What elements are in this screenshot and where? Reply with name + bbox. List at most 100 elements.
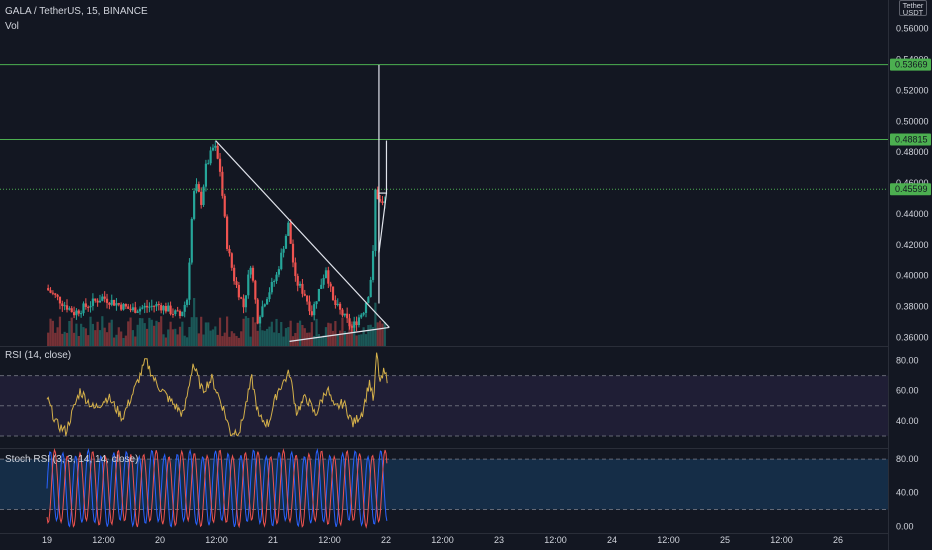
candle-body: [348, 318, 351, 327]
volume-bar: [54, 332, 57, 346]
volume-bar: [242, 318, 245, 346]
candle-body: [336, 303, 339, 306]
candle-body: [80, 313, 83, 315]
volume-bar: [103, 327, 106, 346]
volume-bar: [204, 322, 208, 346]
candle-body: [153, 305, 156, 307]
candle-body: [136, 311, 139, 313]
candle-body: [84, 303, 87, 307]
stoch-tick-label: 40.00: [896, 488, 919, 498]
volume-bar: [70, 317, 73, 346]
candle-body: [218, 158, 222, 172]
stoch-rsi-legend: Stoch RSI (3, 3, 14, 14, close): [5, 454, 139, 465]
volume-bar: [127, 321, 130, 346]
candle-body: [263, 304, 266, 307]
rsi-tick-label: 60.00: [896, 386, 919, 396]
candle-body: [357, 317, 361, 326]
candle-body: [117, 303, 120, 305]
candle-body: [70, 308, 73, 313]
volume-bar: [87, 335, 90, 346]
candle-body: [200, 191, 203, 205]
volume-bar: [164, 337, 167, 346]
time-tick-label: 12:00: [431, 535, 454, 545]
candle-body: [160, 305, 163, 311]
volume-bar: [171, 329, 175, 346]
candle-body: [240, 297, 243, 299]
candle-body: [183, 304, 186, 312]
volume-bar: [58, 316, 62, 346]
volume-bar: [346, 333, 349, 346]
candle-body: [124, 303, 127, 307]
volume-bar: [338, 330, 342, 346]
volume-bar: [153, 325, 156, 346]
volume-bar: [65, 332, 69, 346]
volume-bar: [237, 337, 240, 346]
candle-body: [68, 308, 71, 310]
time-tick-label: 12:00: [657, 535, 680, 545]
volume-bar: [275, 318, 278, 346]
volume-bar: [117, 327, 120, 346]
volume-bar: [315, 318, 318, 346]
volume-bar: [343, 331, 346, 346]
volume-bar: [310, 322, 313, 346]
volume-bar: [329, 323, 332, 346]
candle-body: [284, 235, 288, 249]
candle-body: [51, 292, 54, 294]
volume-bar: [357, 334, 361, 346]
candle-body: [317, 288, 321, 302]
candle-body: [131, 307, 135, 311]
candle-body: [289, 222, 292, 244]
candle-body: [275, 274, 278, 281]
candle-body: [138, 308, 142, 312]
candle-body: [164, 305, 167, 312]
volume-bar: [355, 335, 358, 346]
candle-body: [223, 195, 226, 217]
stoch-tick-label: 0.00: [896, 521, 914, 531]
volume-bar: [98, 330, 102, 346]
candle-body: [115, 303, 118, 306]
candle-body: [334, 300, 337, 306]
volume-bar: [228, 336, 231, 346]
candle-body: [237, 284, 240, 298]
candle-body: [157, 304, 160, 306]
volume-bar: [320, 337, 323, 346]
candle-body: [129, 308, 132, 311]
volume-bar: [167, 329, 170, 346]
candle-body: [122, 303, 125, 310]
volume-bar: [49, 318, 52, 346]
triangle-upper-line: [215, 140, 390, 328]
volume-bar: [251, 317, 255, 346]
currency-name: Tether: [902, 1, 924, 10]
price-tick-label: 0.46000: [896, 178, 929, 188]
candle-body: [233, 267, 236, 282]
candle-body: [273, 280, 276, 282]
candle-body: [287, 222, 290, 236]
price-tick-label: 0.56000: [896, 24, 929, 34]
volume-bar: [240, 331, 243, 346]
candle-body: [258, 316, 262, 324]
rsi-tick-label: 40.00: [896, 416, 919, 426]
volume-bar: [273, 332, 276, 346]
time-axis-background: [0, 534, 888, 550]
volume-legend: Vol: [5, 21, 19, 32]
candle-body: [148, 306, 151, 308]
currency-button[interactable]: Tether USDT: [899, 0, 927, 16]
candle-body: [110, 299, 113, 305]
volume-bar: [122, 337, 125, 346]
candle-body: [141, 307, 144, 309]
volume-bar: [350, 321, 353, 346]
stoch-k-line: [46, 447, 388, 528]
volume-bar: [155, 320, 158, 346]
volume-bar: [178, 326, 182, 346]
volume-bar: [160, 316, 163, 346]
volume-bar: [258, 326, 262, 346]
price-tag-box: [890, 133, 931, 146]
volume-bar: [280, 321, 283, 346]
volume-bar: [334, 321, 337, 346]
volume-bar: [379, 320, 382, 346]
candle-body: [338, 303, 342, 310]
candle-body: [270, 281, 273, 293]
candle-body: [228, 248, 231, 254]
volume-group: [47, 298, 386, 346]
